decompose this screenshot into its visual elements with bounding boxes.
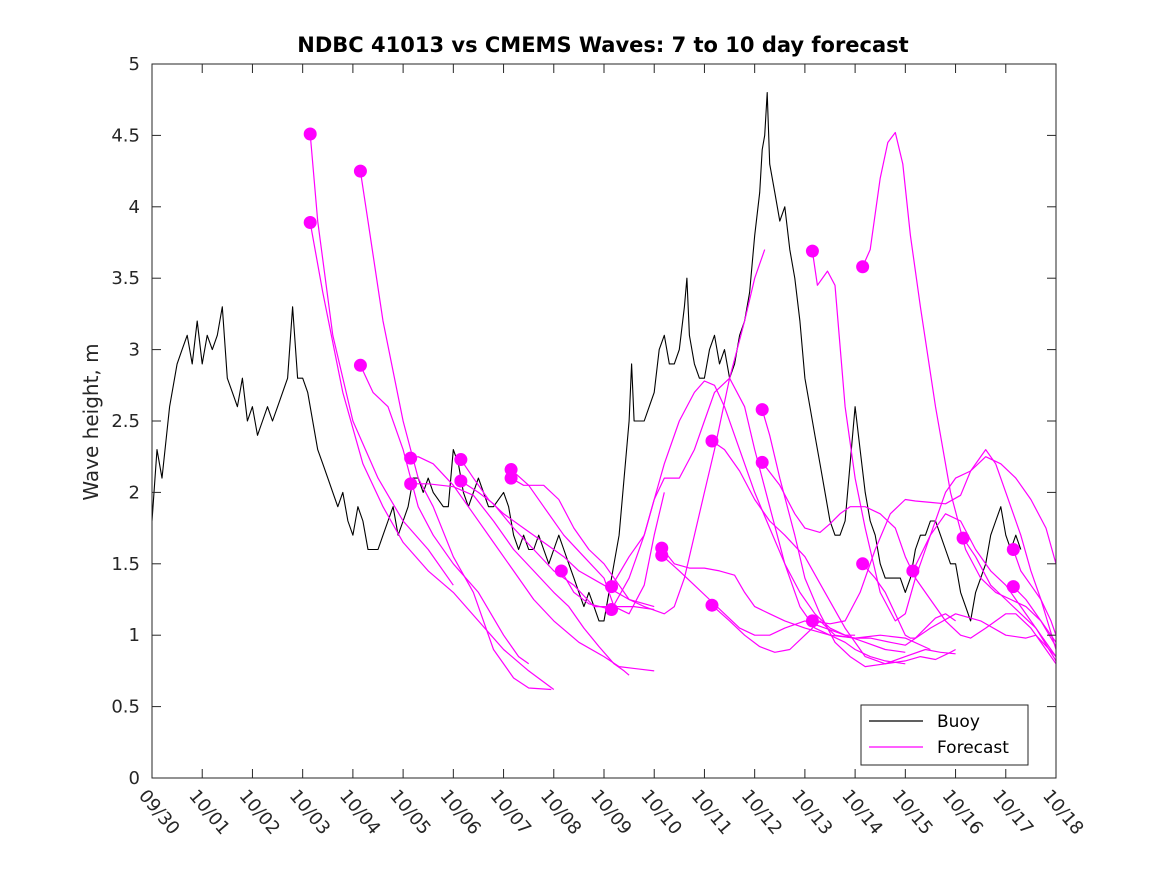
forecast-start-marker-1 (303, 127, 317, 141)
y-tick-label: 0 (129, 768, 140, 789)
forecast-run-line-3 (359, 171, 552, 691)
forecast-start-marker-10 (504, 471, 518, 485)
y-tick-label: 2 (129, 482, 140, 503)
forecast-start-marker-27 (1006, 580, 1020, 594)
forecast-run-line-25 (1012, 549, 1056, 636)
legend-label-forecast: Forecast (937, 738, 1009, 758)
legend-label-buoy: Buoy (937, 712, 980, 732)
plot-marks (152, 92, 1056, 691)
forecast-run-line-6 (410, 483, 630, 676)
forecast-start-marker-22 (856, 260, 870, 274)
forecast-start-marker-11 (554, 564, 568, 578)
forecast-run-line-4 (359, 365, 530, 665)
forecast-run-line-11 (560, 380, 856, 636)
forecast-start-marker-26 (1006, 543, 1020, 557)
y-tick-label: 0.5 (111, 697, 140, 718)
forecast-run-line-21 (862, 131, 1056, 643)
chart-title: NDBC 41013 vs CMEMS Waves: 7 to 10 day f… (297, 33, 908, 57)
y-tick-label: 4 (129, 197, 140, 218)
forecast-start-marker-24 (906, 564, 920, 578)
y-tick-label: 4.5 (111, 125, 140, 146)
y-tick-label: 5 (129, 54, 140, 75)
legend-box (860, 704, 1029, 766)
forecast-run-line-1 (309, 133, 454, 586)
forecast-start-marker-6 (404, 477, 418, 491)
forecast-run-line-26 (1012, 586, 1056, 647)
forecast-start-marker-17 (705, 598, 719, 612)
forecast-start-marker-20 (805, 244, 819, 258)
forecast-start-marker-19 (755, 455, 769, 469)
forecast-run-line-12 (610, 377, 906, 665)
forecast-run-line-10 (510, 249, 766, 615)
forecast-run-line-22 (862, 563, 956, 639)
forecast-start-marker-25 (956, 531, 970, 545)
forecast-run-line-17 (761, 409, 956, 668)
y-tick-label: 1.5 (111, 554, 140, 575)
forecast-start-marker-3 (353, 164, 367, 178)
forecast-run-line-5 (410, 456, 655, 672)
y-tick-label: 3.5 (111, 268, 140, 289)
y-tick-label: 1 (129, 625, 140, 646)
forecast-start-marker-23 (856, 557, 870, 571)
forecast-start-marker-18 (755, 403, 769, 417)
forecast-run-line-13 (661, 547, 931, 651)
forecast-start-marker-21 (805, 614, 819, 628)
forecast-run-line-9 (510, 469, 665, 615)
forecast-run-line-14 (661, 554, 906, 653)
forecast-run-line-15 (711, 440, 956, 665)
forecast-start-marker-13 (605, 602, 619, 616)
forecast-run-line-8 (460, 480, 655, 611)
forecast-run-line-19 (811, 251, 1056, 622)
forecast-run-line-20 (812, 449, 1056, 650)
legend: Buoy Forecast (860, 704, 1029, 766)
y-tick-label: 3 (129, 340, 140, 361)
forecast-start-marker-8 (454, 474, 468, 488)
forecast-start-marker-5 (404, 451, 418, 465)
forecast-run-line-18 (761, 462, 1056, 665)
y-tick-label: 2.5 (111, 411, 140, 432)
plot-area (152, 92, 1056, 691)
forecast-run-line-23 (912, 513, 1056, 662)
forecast-run-line-24 (962, 537, 1056, 657)
forecast-start-marker-7 (454, 453, 468, 467)
forecast-run-line-2 (309, 222, 555, 690)
y-axis-label: Wave height, m (79, 343, 103, 500)
forecast-run-line-16 (711, 604, 1056, 658)
forecast-start-marker-16 (705, 434, 719, 448)
forecast-start-marker-12 (605, 580, 619, 594)
forecast-start-marker-4 (353, 358, 367, 372)
forecast-start-marker-15 (655, 548, 669, 562)
forecast-start-marker-2 (303, 216, 317, 230)
